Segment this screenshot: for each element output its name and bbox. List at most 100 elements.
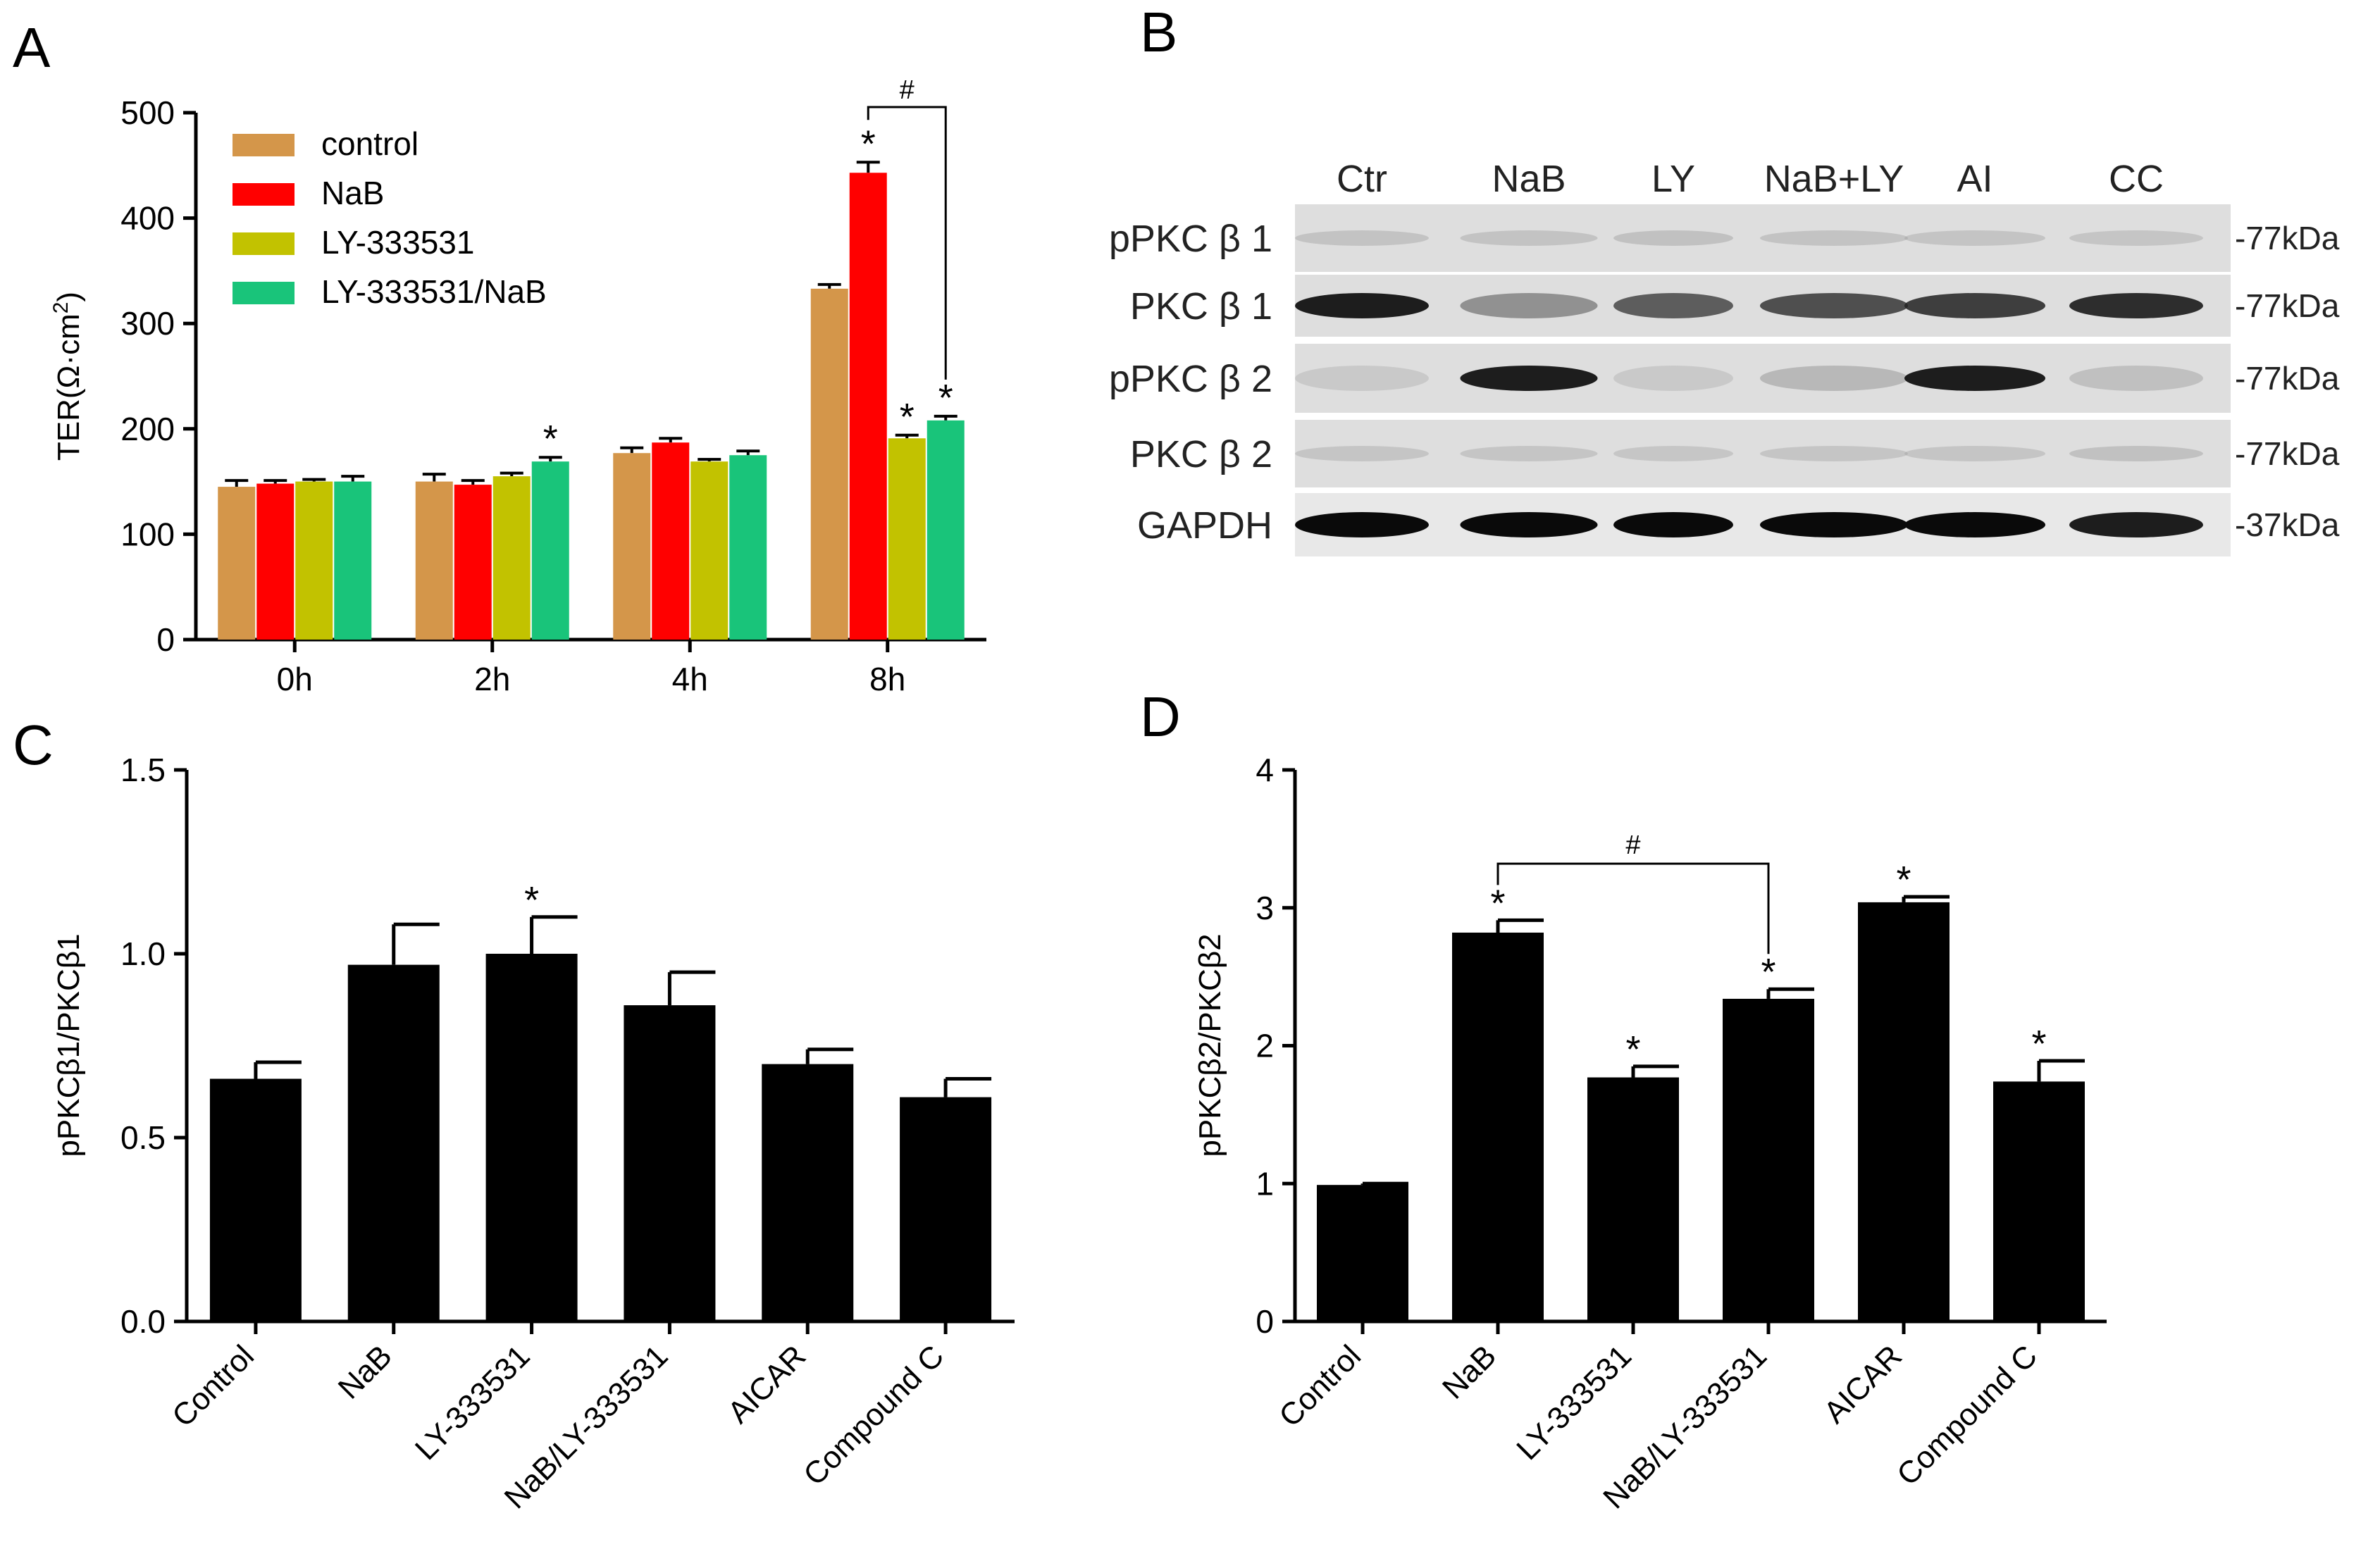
legend-label-nab: NaB xyxy=(321,175,384,211)
blot-row-label-pkc-1: PKC β 1 xyxy=(1130,285,1272,328)
x-tick-label-nab: NaB xyxy=(1436,1338,1503,1405)
blot-band xyxy=(1904,230,2045,246)
significance-star: * xyxy=(938,377,953,419)
bar-compound-c xyxy=(1993,1081,2085,1321)
x-tick-label-ly-333531: LY-333531 xyxy=(1510,1338,1638,1467)
bar-ly-333531-4h xyxy=(690,461,729,640)
comparison-label: # xyxy=(900,75,915,105)
molecular-weight-label: -77kDa xyxy=(2235,435,2340,472)
y-tick-label: 3 xyxy=(1256,890,1274,926)
y-axis-label: TER(Ω·cm2) xyxy=(49,292,86,461)
blot-band xyxy=(1460,512,1598,537)
legend-label-control: control xyxy=(321,125,419,162)
y-tick-label: 500 xyxy=(120,94,175,131)
x-tick-label-control: Control xyxy=(166,1338,261,1433)
blot-band xyxy=(1460,366,1598,391)
significance-star: * xyxy=(2031,1023,2046,1065)
blot-band xyxy=(1904,512,2045,537)
blot-strip-ppkc-1 xyxy=(1295,204,2231,272)
bar-ly-333531 xyxy=(485,954,578,1321)
lane-label-nab: NaB xyxy=(1492,158,1566,200)
panel-label-d: D xyxy=(1140,685,1181,748)
x-tick-label-8h: 8h xyxy=(869,661,905,697)
y-axis-label: pPKCβ2/PKCβ2 xyxy=(1193,933,1227,1157)
bar-nab-ly-333531 xyxy=(624,1005,716,1321)
legend-label-ly-333531: LY-333531 xyxy=(321,224,474,261)
bar-nab-4h xyxy=(652,442,690,640)
significance-star: * xyxy=(1896,859,1911,901)
lane-label-nab-ly: NaB+LY xyxy=(1764,158,1904,200)
bar-control-8h xyxy=(810,288,848,640)
y-axis-label: pPKCβ1/PKCβ1 xyxy=(51,933,86,1157)
x-tick-label-compound-c: Compound C xyxy=(1890,1338,2044,1492)
molecular-weight-label: -77kDa xyxy=(2235,287,2340,324)
blot-band xyxy=(1904,293,2045,318)
legend-label-ly-333531-nab: LY-333531/NaB xyxy=(321,273,547,310)
legend-swatch-ly-333531-nab xyxy=(233,282,295,304)
blot-band xyxy=(1760,366,1908,391)
blot-row-label-gapdh: GAPDH xyxy=(1137,504,1272,547)
blot-row-label-ppkc-2: pPKC β 2 xyxy=(1109,358,1272,400)
y-tick-label: 1 xyxy=(1256,1165,1274,1202)
blot-band xyxy=(1613,446,1733,461)
molecular-weight-label: -77kDa xyxy=(2235,220,2340,256)
x-tick-label-compound-c: Compound C xyxy=(797,1338,950,1492)
bar-ly-333531-nab-4h xyxy=(729,455,767,640)
significance-star: * xyxy=(524,879,539,921)
blot-band xyxy=(1295,512,1429,537)
blot-band xyxy=(2069,366,2203,391)
bar-control xyxy=(209,1078,302,1321)
blot-row-label-ppkc-1: pPKC β 1 xyxy=(1109,218,1272,260)
blot-band xyxy=(1295,230,1429,246)
bar-ly-333531-8h xyxy=(888,438,926,640)
y-tick-label: 0.5 xyxy=(120,1119,166,1156)
lane-label-ctr: Ctr xyxy=(1337,158,1387,200)
comparison-bracket xyxy=(1496,862,1770,954)
bar-ly-333531 xyxy=(1587,1077,1679,1321)
legend-swatch-ly-333531 xyxy=(233,232,295,255)
y-tick-label: 1.0 xyxy=(120,935,166,972)
lane-label-ai: AI xyxy=(1957,158,1992,200)
bar-ly-333531-nab-8h xyxy=(926,420,965,640)
significance-star: * xyxy=(1490,882,1505,924)
comparison-label: # xyxy=(1625,830,1640,860)
x-tick-label-nab: NaB xyxy=(332,1338,399,1405)
blot-band xyxy=(1295,446,1429,461)
bar-control-0h xyxy=(218,487,256,640)
blot-band xyxy=(1760,446,1908,461)
comparison-bracket xyxy=(867,106,947,380)
legend-swatch-nab xyxy=(233,183,295,206)
legend-swatch-control xyxy=(233,134,295,156)
molecular-weight-label: -77kDa xyxy=(2235,360,2340,397)
significance-star: * xyxy=(900,396,915,438)
bar-ly-333531-nab-2h xyxy=(531,461,569,640)
x-tick-label-4h: 4h xyxy=(672,661,708,697)
panel-label-b: B xyxy=(1140,1,1178,63)
lane-label-cc: CC xyxy=(2109,158,2164,200)
blot-band xyxy=(1613,512,1733,537)
panel-label-c: C xyxy=(13,714,54,776)
x-tick-label-aicar: AICAR xyxy=(721,1338,813,1430)
x-tick-label-0h: 0h xyxy=(277,661,313,697)
blot-band xyxy=(1613,366,1733,391)
y-tick-label: 100 xyxy=(120,516,175,552)
y-tick-label: 0 xyxy=(156,621,175,658)
blot-strip-pkc-2 xyxy=(1295,420,2231,487)
blot-band xyxy=(1295,366,1429,391)
bar-nab-0h xyxy=(256,483,295,640)
blot-band xyxy=(2069,446,2203,461)
panel-label-a: A xyxy=(13,16,51,79)
blot-band xyxy=(1760,293,1908,318)
bar-nab-8h xyxy=(849,173,887,640)
blot-band xyxy=(1904,446,2045,461)
bar-control-4h xyxy=(613,453,651,640)
x-tick-label-control: Control xyxy=(1272,1338,1368,1433)
x-tick-label-2h: 2h xyxy=(474,661,510,697)
blot-band xyxy=(2069,512,2203,537)
blot-band xyxy=(1613,293,1733,318)
blot-band xyxy=(1460,230,1598,246)
significance-star: * xyxy=(861,123,876,165)
y-tick-label: 300 xyxy=(120,305,175,342)
bar-control xyxy=(1317,1185,1408,1321)
